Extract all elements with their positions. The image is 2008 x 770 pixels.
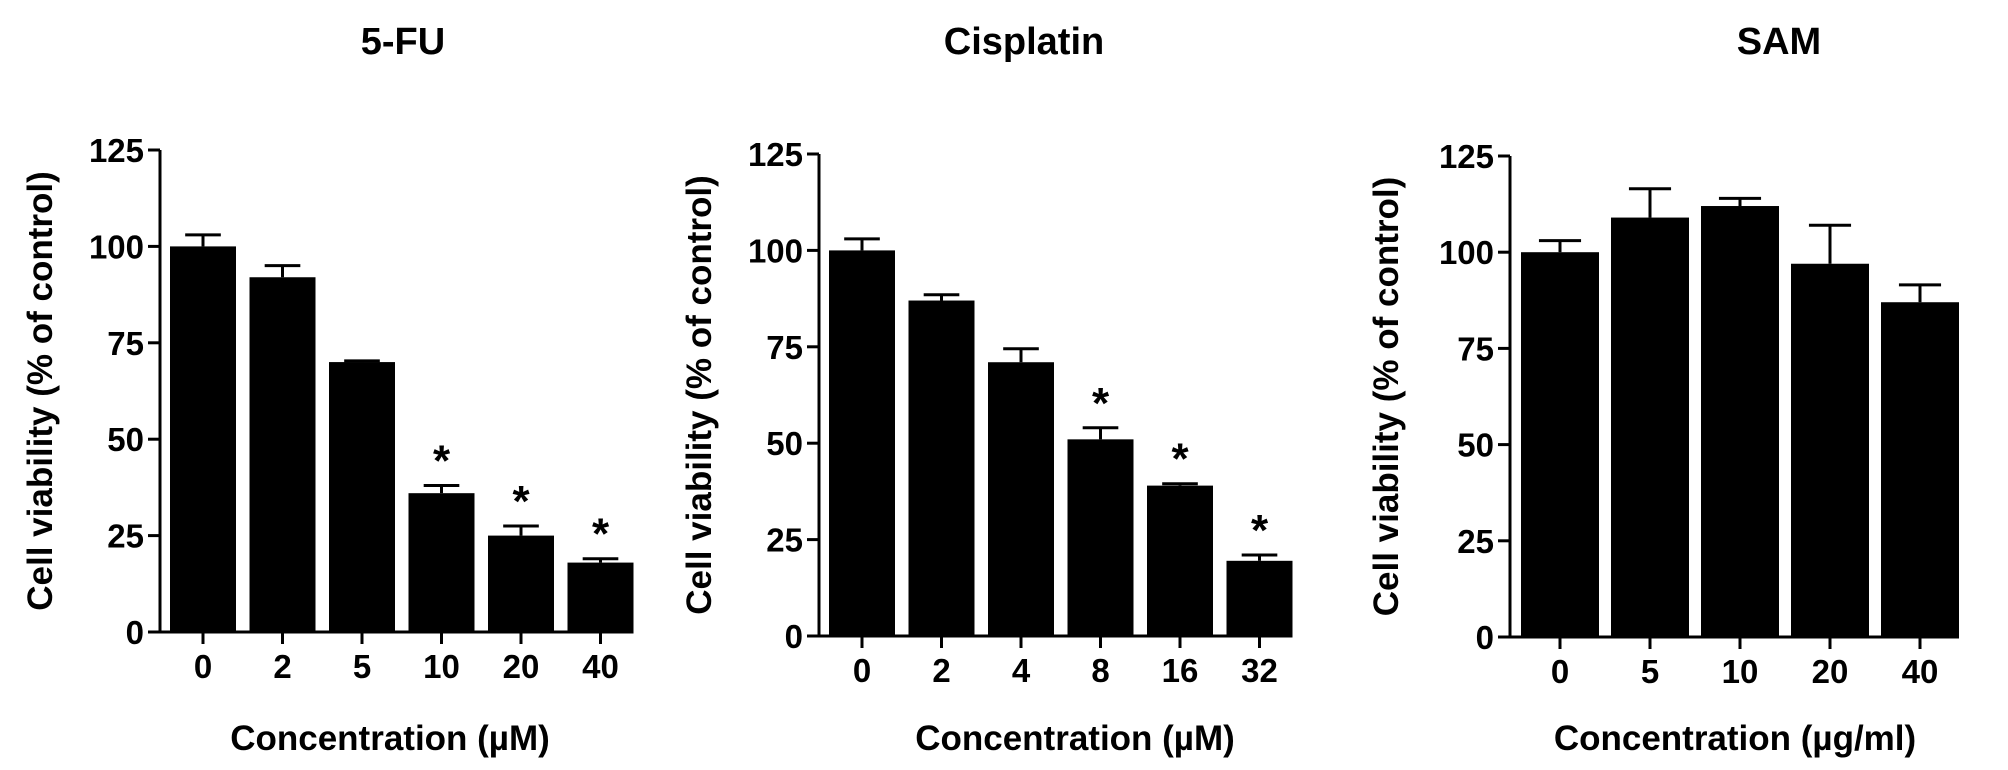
significance-marker: * [592, 510, 610, 559]
panel-title: Cisplatin [944, 21, 1104, 63]
y-tick-label: 0 [126, 614, 144, 651]
y-tick-label: 50 [1457, 427, 1494, 464]
x-axis-title: Concentration (µM) [915, 719, 1235, 758]
panel-title: 5-FU [361, 21, 445, 63]
y-tick-label: 75 [1457, 330, 1494, 367]
y-tick-label: 0 [785, 618, 803, 655]
significance-marker: * [1171, 435, 1189, 484]
bar [1226, 560, 1293, 636]
x-tick-label: 0 [853, 652, 871, 689]
bar [829, 250, 895, 636]
y-tick-label: 50 [107, 421, 144, 458]
bar [170, 246, 236, 632]
x-tick-label: 0 [194, 648, 212, 685]
y-tick-label: 125 [748, 136, 803, 173]
bar [408, 493, 475, 632]
bar [1701, 206, 1779, 638]
x-tick-label: 5 [1641, 653, 1659, 690]
y-tick-label: 25 [107, 518, 144, 555]
y-tick-label: 125 [89, 132, 144, 169]
y-tick-label: 100 [748, 232, 803, 269]
bar [249, 277, 316, 632]
x-tick-label: 2 [932, 652, 950, 689]
significance-marker: * [433, 436, 451, 485]
y-tick-label: 25 [766, 522, 803, 559]
bar [1611, 217, 1689, 637]
panel-2: Cisplatin 0 25 50 75 100 125 Cell viability (% … [680, 21, 1293, 758]
bar [1067, 439, 1134, 636]
x-tick-label: 10 [423, 648, 460, 685]
x-tick-label: 40 [1902, 653, 1939, 690]
y-tick-label: 100 [1439, 234, 1494, 271]
y-tick-label: 25 [1457, 523, 1494, 560]
x-tick-label: 2 [273, 648, 291, 685]
x-tick-label: 5 [353, 648, 371, 685]
y-tick-label: 75 [766, 329, 803, 366]
bar [488, 535, 554, 632]
x-tick-label: 16 [1162, 652, 1199, 689]
bar [1791, 263, 1869, 637]
significance-marker: * [1251, 506, 1269, 555]
x-axis-title: Concentration (µg/ml) [1554, 719, 1916, 758]
y-tick-label: 75 [107, 325, 144, 362]
bar [329, 362, 395, 632]
y-tick-label: 125 [1439, 138, 1494, 175]
bar [1521, 252, 1599, 637]
x-tick-label: 10 [1722, 653, 1759, 690]
bar [908, 300, 975, 636]
bar [1881, 302, 1959, 637]
x-axis-title: Concentration (µM) [230, 719, 550, 758]
panel-title: SAM [1737, 21, 1821, 63]
significance-marker: * [512, 477, 530, 526]
bar [988, 362, 1054, 636]
x-tick-label: 0 [1551, 653, 1569, 690]
x-tick-label: 20 [503, 648, 540, 685]
x-tick-label: 8 [1091, 652, 1109, 689]
x-tick-label: 4 [1012, 652, 1031, 689]
bar [1147, 485, 1213, 636]
significance-marker: * [1092, 379, 1110, 428]
y-tick-label: 100 [89, 228, 144, 265]
x-tick-label: 40 [582, 648, 619, 685]
x-tick-label: 32 [1241, 652, 1278, 689]
y-axis-title: Cell viability (% of control) [21, 171, 60, 610]
y-tick-label: 50 [766, 425, 803, 462]
x-tick-label: 20 [1812, 653, 1849, 690]
y-tick-label: 0 [1476, 619, 1494, 656]
y-axis-title: Cell viability (% of control) [1367, 177, 1406, 616]
bar [567, 562, 634, 632]
y-axis-title: Cell viability (% of control) [680, 175, 719, 614]
